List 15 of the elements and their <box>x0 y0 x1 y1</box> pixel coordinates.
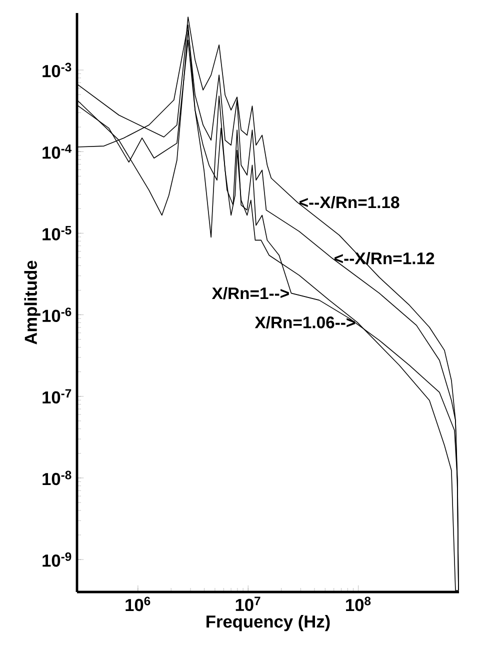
x-tick-label: 10$^{6}$ <box>126 596 150 612</box>
x-axis-title: Frequency (Hz) <box>206 614 330 632</box>
y-axis-title: Amplitude <box>24 260 40 344</box>
x-tick-label: 10$^{8}$ <box>346 596 371 612</box>
y-tick-label: 10$^{-6}$ <box>42 308 72 322</box>
annotation: <--X/Rn=1.18 <box>300 196 400 208</box>
y-tick-label: 10$^{-3}$ <box>42 62 72 78</box>
x-tick-label: 10$^{7}$ <box>236 596 260 612</box>
annotation: X/Rn=1--> <box>212 286 289 300</box>
y-tick-label: 10$^{-7}$ <box>42 389 72 404</box>
y-tick-label: 10$^{-5}$ <box>42 226 72 240</box>
y-tick-label: 10$^{-8}$ <box>42 470 72 486</box>
y-tick-label: 10$^{-9}$ <box>42 552 72 567</box>
y-tick-label: 10$^{-4}$ <box>42 144 72 159</box>
annotation: X/Rn=1.06--> <box>254 316 356 328</box>
